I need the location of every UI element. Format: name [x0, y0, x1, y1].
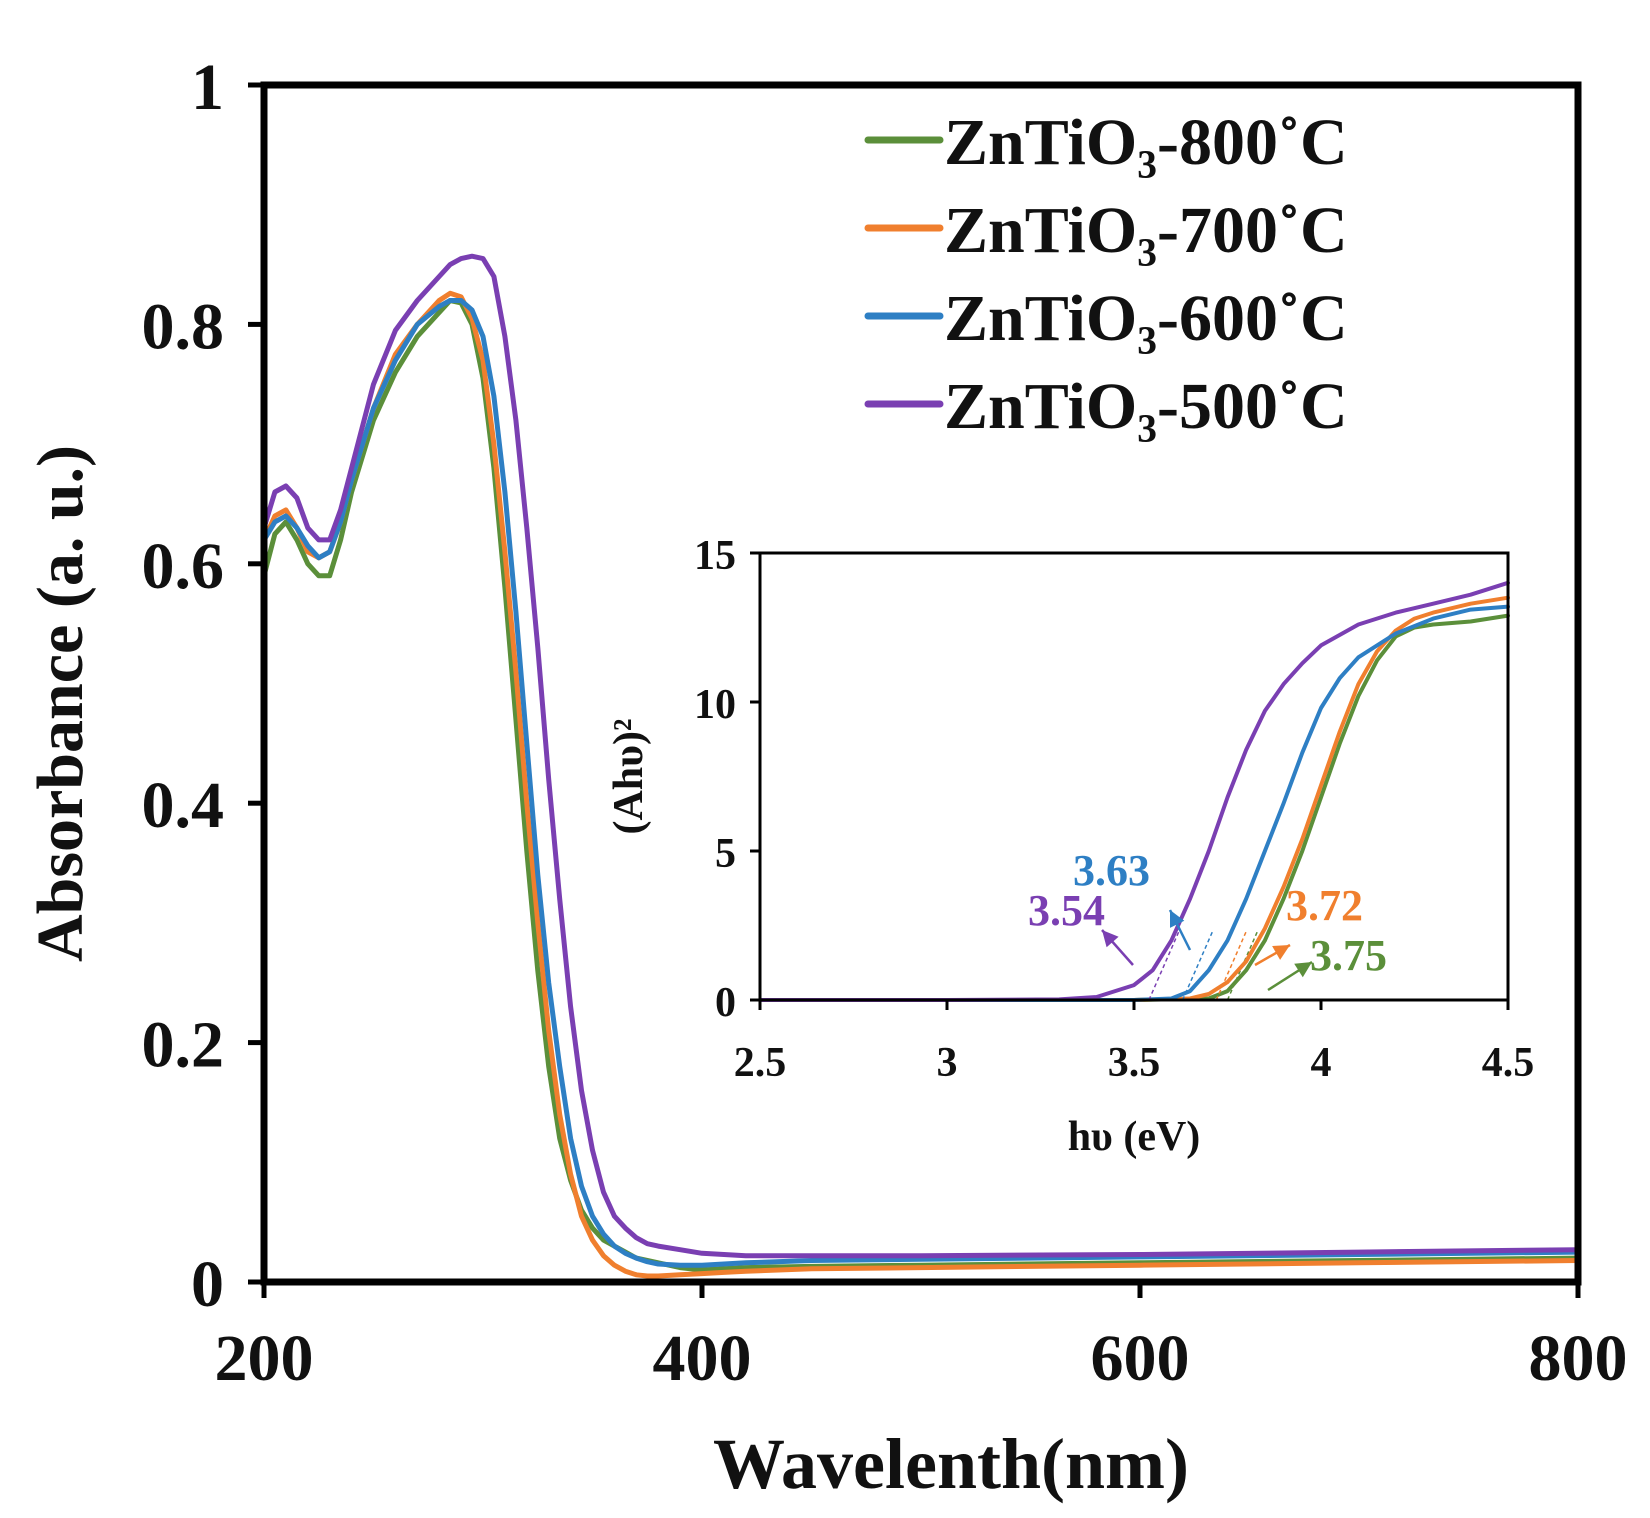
inset-x-tick-label-4: 4.5 — [1482, 1040, 1535, 1086]
x-tick-label-3: 800 — [1529, 1322, 1628, 1395]
inset-y-tick-label-1: 5 — [715, 831, 736, 877]
inset-tangent-2 — [1215, 931, 1247, 1001]
inset-x-axis-title: hυ (eV) — [1068, 1114, 1201, 1160]
x-axis-title: Wavelenth(nm) — [713, 1424, 1189, 1504]
y-tick-label-1: 0.2 — [142, 1009, 225, 1082]
series-line-4 — [261, 253, 1581, 1259]
band-gap-label-1: 3.75 — [1310, 931, 1387, 980]
x-tick-label-1: 400 — [653, 1322, 752, 1395]
legend-label-2: ZnTiO₃-700˚C — [944, 194, 1348, 267]
inset-x-tick-label-1: 3 — [937, 1040, 958, 1086]
band-gap-arrowhead-3 — [1170, 910, 1185, 928]
y-tick-label-4: 0.8 — [142, 290, 225, 363]
y-tick-label-0: 0 — [191, 1248, 224, 1321]
inset-x-tick-label-2: 3.5 — [1108, 1040, 1161, 1086]
inset-y-tick-label-0: 0 — [715, 980, 736, 1026]
band-gap-label-3: 3.63 — [1073, 846, 1150, 895]
inset-y-tick-label-2: 10 — [694, 682, 736, 728]
inset-series-line-4 — [758, 580, 1510, 1002]
band-gap-arrowhead-4 — [1102, 930, 1119, 948]
band-gap-label-4: 3.54 — [1028, 886, 1105, 935]
inset-tangent-4 — [1148, 931, 1180, 1001]
band-gap-label-2: 3.72 — [1286, 881, 1363, 930]
y-tick-label-2: 0.4 — [142, 769, 225, 842]
legend-label-3: ZnTiO₃-600˚C — [944, 282, 1348, 355]
inset-y-tick-label-3: 15 — [694, 533, 736, 579]
series-line-3 — [261, 298, 1581, 1268]
inset-background — [760, 553, 1508, 1000]
legend-label-4: ZnTiO₃-500˚C — [944, 370, 1348, 443]
x-tick-label-2: 600 — [1091, 1322, 1190, 1395]
inset-x-tick-label-0: 2.5 — [734, 1040, 787, 1086]
inset-y-axis-title: (Ahυ)² — [606, 718, 652, 834]
legend-label-1: ZnTiO₃-800˚C — [944, 106, 1348, 179]
inset-tangent-3 — [1181, 931, 1214, 1001]
series-line-1 — [261, 298, 1581, 1273]
y-tick-label-3: 0.6 — [142, 530, 225, 603]
y-axis-title: Absorbance (a. u.) — [24, 445, 97, 962]
main-chart: 0 0.2 0.4 0.6 0.8 1 200 400 600 800 Wavelenth(nm) A… — [24, 51, 1628, 1504]
inset-x-tick-label-3: 4 — [1311, 1040, 1332, 1086]
band-gap-arrowhead-1 — [1294, 962, 1312, 978]
band-gap-arrowhead-2 — [1272, 945, 1290, 960]
x-tick-label-0: 200 — [215, 1322, 314, 1395]
plot-frame — [260, 81, 1582, 1286]
y-tick-label-5: 1 — [191, 51, 224, 124]
